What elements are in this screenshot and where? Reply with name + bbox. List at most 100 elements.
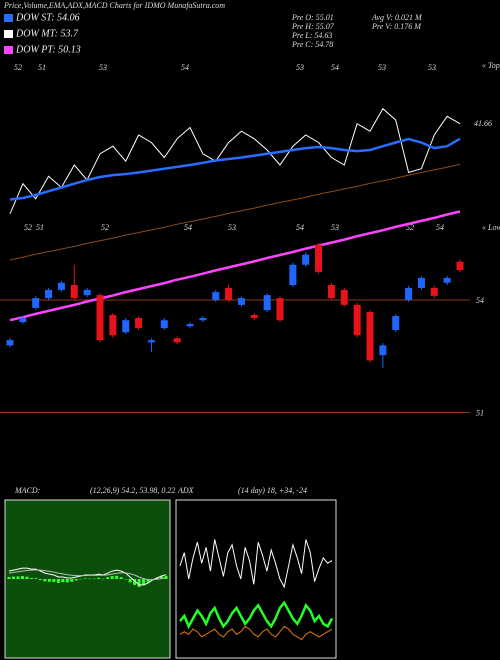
date-label: 53 bbox=[331, 223, 339, 232]
histogram-bar bbox=[70, 579, 74, 582]
y-tick-label: 51 bbox=[476, 408, 484, 417]
candle-body bbox=[417, 277, 425, 288]
histogram-bar bbox=[92, 578, 96, 580]
candle-body bbox=[430, 288, 438, 296]
histogram-bar bbox=[97, 577, 101, 579]
candle-body bbox=[327, 285, 335, 299]
candle-body bbox=[122, 320, 130, 333]
histogram-bar bbox=[74, 579, 78, 581]
candle-body bbox=[289, 264, 297, 285]
candle-body bbox=[6, 340, 14, 346]
candle-body bbox=[45, 289, 53, 299]
candle-body bbox=[160, 320, 168, 329]
histogram-bar bbox=[34, 578, 38, 579]
histogram-bar bbox=[137, 579, 141, 587]
histogram-bar bbox=[11, 576, 15, 579]
legend-label: DOW ST: 54.06 bbox=[15, 12, 80, 23]
histogram-bar bbox=[119, 577, 123, 579]
date-label: 54 bbox=[184, 223, 192, 232]
annotation: « Tops bbox=[482, 61, 500, 70]
candle-body bbox=[186, 324, 194, 327]
panel-subtitle: (14 day) 18, +34, -24 bbox=[238, 486, 307, 495]
candle-body bbox=[96, 295, 104, 341]
candle-body bbox=[250, 315, 258, 318]
candle-body bbox=[83, 289, 91, 296]
chart-title: Price,Volume,EMA,ADX,MACD Charts for IDM… bbox=[3, 1, 225, 10]
indicator-line bbox=[9, 163, 461, 261]
candle-body bbox=[147, 340, 155, 343]
indicator-line bbox=[179, 625, 333, 641]
histogram-bar bbox=[16, 576, 20, 579]
histogram-bar bbox=[124, 579, 128, 580]
candle-body bbox=[70, 285, 78, 299]
histogram-bar bbox=[25, 576, 29, 579]
candle-body bbox=[225, 288, 233, 300]
candle-body bbox=[135, 318, 143, 329]
panel-title: MACD: bbox=[14, 486, 41, 495]
y-tick-label: 54 bbox=[476, 296, 484, 305]
candle-body bbox=[32, 298, 40, 308]
candle-body bbox=[366, 312, 374, 361]
date-label: 52 bbox=[101, 223, 109, 232]
candle-body bbox=[173, 338, 181, 343]
indicator-line bbox=[179, 539, 333, 589]
histogram-bar bbox=[88, 578, 92, 580]
date-label: 54 bbox=[296, 223, 304, 232]
histogram-bar bbox=[164, 575, 168, 579]
histogram-bar bbox=[142, 579, 146, 586]
legend-swatch bbox=[4, 30, 13, 38]
panel-bg bbox=[175, 499, 337, 659]
histogram-bar bbox=[65, 579, 69, 583]
info-text: Pre C: 54.78 bbox=[291, 40, 333, 49]
histogram-bar bbox=[56, 579, 60, 583]
date-label: 53 bbox=[428, 63, 436, 72]
histogram-bar bbox=[52, 579, 56, 582]
date-label: 53 bbox=[378, 63, 386, 72]
histogram-bar bbox=[43, 579, 47, 582]
candle-body bbox=[443, 277, 451, 283]
annotation: « Lows bbox=[482, 223, 500, 232]
date-label: 51 bbox=[38, 63, 46, 72]
info-text: Pre H: 55.07 bbox=[291, 22, 335, 31]
histogram-bar bbox=[106, 577, 110, 579]
candle-body bbox=[57, 282, 65, 290]
histogram-bar bbox=[83, 578, 87, 579]
candle-body bbox=[212, 292, 220, 300]
panel-subtitle: (12,26,9) 54.2, 53.98, 0.22 bbox=[90, 486, 175, 495]
candle-body bbox=[456, 261, 464, 270]
date-label: 52 bbox=[14, 63, 22, 72]
candle-body bbox=[315, 244, 323, 272]
date-label: 54 bbox=[181, 63, 189, 72]
date-label: 51 bbox=[36, 223, 44, 232]
date-label: 54 bbox=[331, 63, 339, 72]
indicator-line bbox=[9, 107, 461, 214]
histogram-bar bbox=[101, 578, 105, 580]
histogram-bar bbox=[146, 579, 150, 583]
candle-body bbox=[379, 345, 387, 356]
histogram-bar bbox=[38, 579, 42, 580]
legend-swatch bbox=[4, 14, 13, 22]
histogram-bar bbox=[7, 577, 11, 579]
legend-label: DOW MT: 53.7 bbox=[15, 28, 79, 39]
histogram-bar bbox=[160, 576, 164, 579]
date-label: 52 bbox=[406, 223, 414, 232]
indicator-line bbox=[179, 600, 334, 630]
info-text: Pre O: 55.01 bbox=[291, 13, 334, 22]
legend-label: DOW PT: 50.13 bbox=[15, 44, 81, 55]
histogram-bar bbox=[47, 579, 51, 582]
candle-body bbox=[109, 315, 117, 336]
candle-body bbox=[19, 318, 27, 323]
candle-body bbox=[276, 298, 284, 321]
candle-body bbox=[353, 304, 361, 336]
candle-body bbox=[392, 316, 400, 330]
histogram-bar bbox=[29, 578, 33, 579]
info-text: Pre L: 54.63 bbox=[291, 31, 332, 40]
candle-body bbox=[340, 289, 348, 305]
histogram-bar bbox=[110, 576, 114, 579]
info-text: Avg V: 0.021 M bbox=[371, 13, 423, 22]
candle-body bbox=[237, 298, 245, 305]
annotation: 41.66 bbox=[474, 119, 492, 128]
indicator-line bbox=[9, 210, 461, 322]
legend-swatch bbox=[4, 46, 13, 54]
histogram-bar bbox=[115, 575, 119, 579]
